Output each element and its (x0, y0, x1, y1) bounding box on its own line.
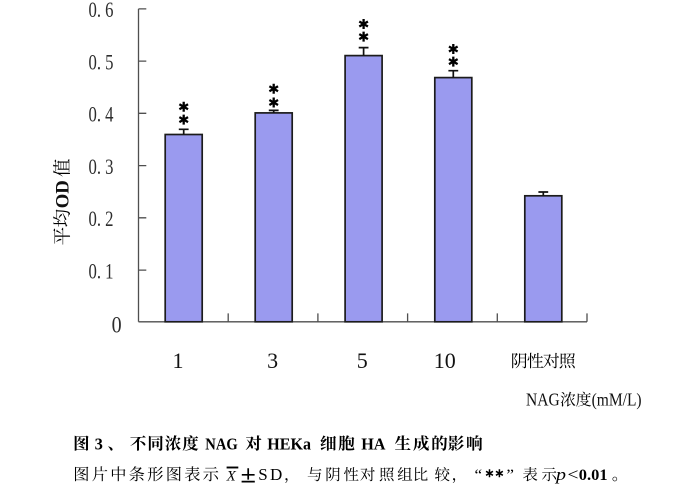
svg-text:(mM/L): (mM/L) (592, 389, 642, 409)
svg-text:OD: OD (53, 180, 74, 208)
svg-text:p: p (555, 465, 566, 484)
svg-text:0. 5: 0. 5 (89, 49, 114, 74)
svg-text:”: ” (506, 467, 514, 484)
svg-text:0. 6: 0. 6 (89, 0, 114, 22)
svg-text:HEKa: HEKa (267, 434, 311, 453)
svg-text:0.01: 0.01 (579, 467, 608, 484)
svg-text:0. 2: 0. 2 (89, 206, 114, 231)
svg-text:3: 3 (267, 348, 278, 373)
svg-text:NAG: NAG (526, 389, 560, 409)
svg-text:3: 3 (95, 434, 103, 453)
svg-text:X: X (226, 468, 237, 484)
svg-text:5: 5 (357, 348, 368, 373)
svg-text:0. 1: 0. 1 (89, 258, 114, 283)
svg-text:“: “ (475, 467, 483, 484)
svg-text:HA: HA (361, 434, 385, 453)
svg-text:<: < (568, 465, 579, 484)
svg-text:0. 3: 0. 3 (89, 154, 114, 179)
svg-text:0: 0 (112, 313, 122, 338)
svg-text:1: 1 (173, 348, 184, 373)
svg-text:SD: SD (258, 465, 282, 484)
svg-text:0. 4: 0. 4 (89, 102, 114, 127)
svg-text:10: 10 (434, 348, 456, 373)
svg-text:NAG: NAG (205, 434, 238, 453)
